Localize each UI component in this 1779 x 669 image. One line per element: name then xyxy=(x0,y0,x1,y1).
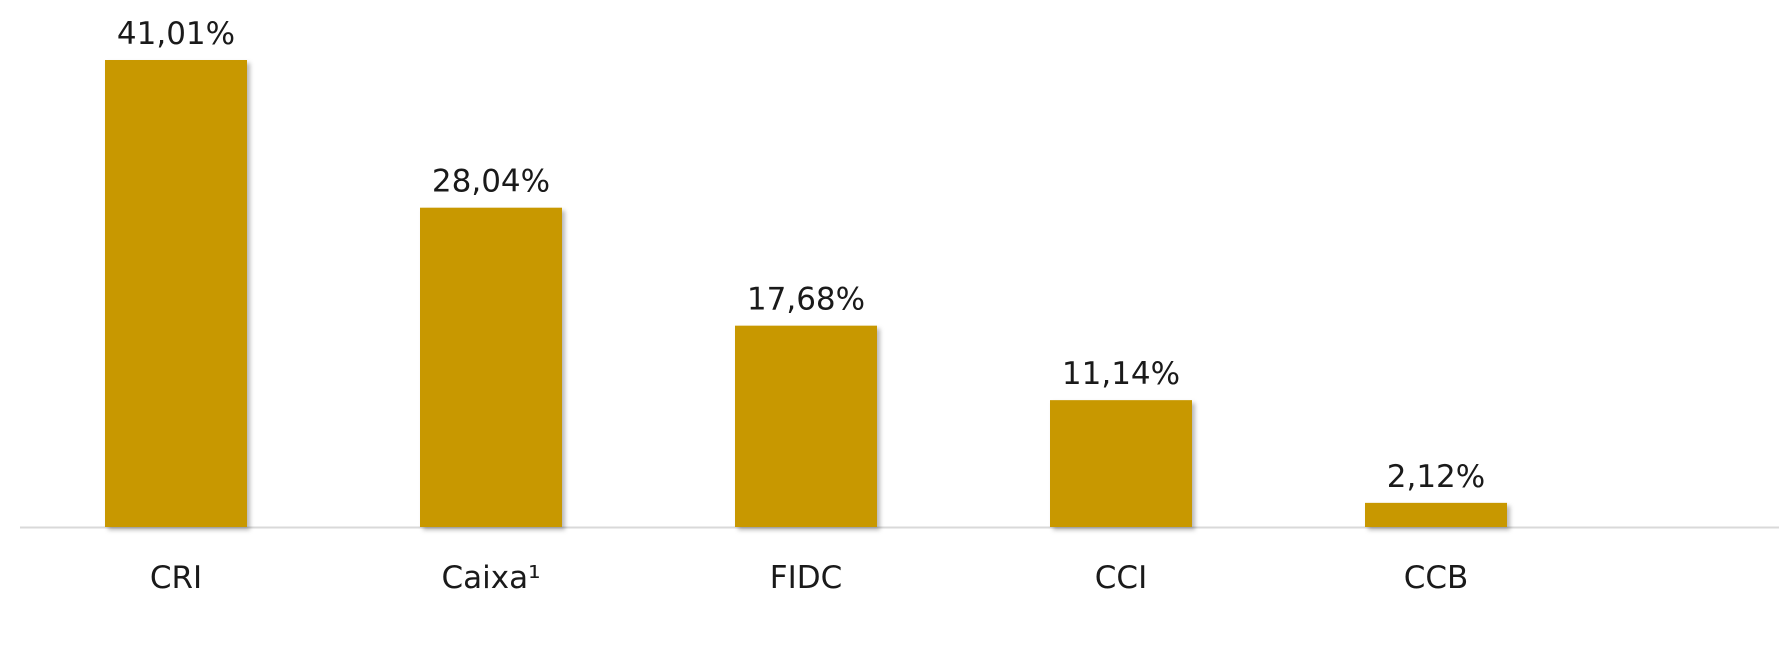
value-label-3: 11,14% xyxy=(1062,356,1180,392)
bar-3 xyxy=(1050,400,1192,527)
value-labels-group: 41,01% 28,04% 17,68% 11,14% 2,12% xyxy=(117,16,1485,495)
bars-group xyxy=(105,60,1507,527)
bar-1 xyxy=(420,207,562,527)
value-label-0: 41,01% xyxy=(117,16,235,52)
bar-4 xyxy=(1365,502,1507,527)
category-label-3: CCI xyxy=(1095,560,1147,596)
category-label-0: CRI xyxy=(150,560,202,596)
value-label-1: 28,04% xyxy=(432,164,550,200)
bar-0 xyxy=(105,60,247,527)
category-labels-group: CRI Caixa¹ FIDC CCI CCB xyxy=(150,560,1468,596)
value-label-4: 2,12% xyxy=(1387,459,1485,495)
category-label-4: CCB xyxy=(1404,560,1469,596)
category-label-1: Caixa¹ xyxy=(441,560,540,596)
category-label-2: FIDC xyxy=(770,560,843,596)
bar-2 xyxy=(735,325,877,527)
value-label-2: 17,68% xyxy=(747,282,865,318)
